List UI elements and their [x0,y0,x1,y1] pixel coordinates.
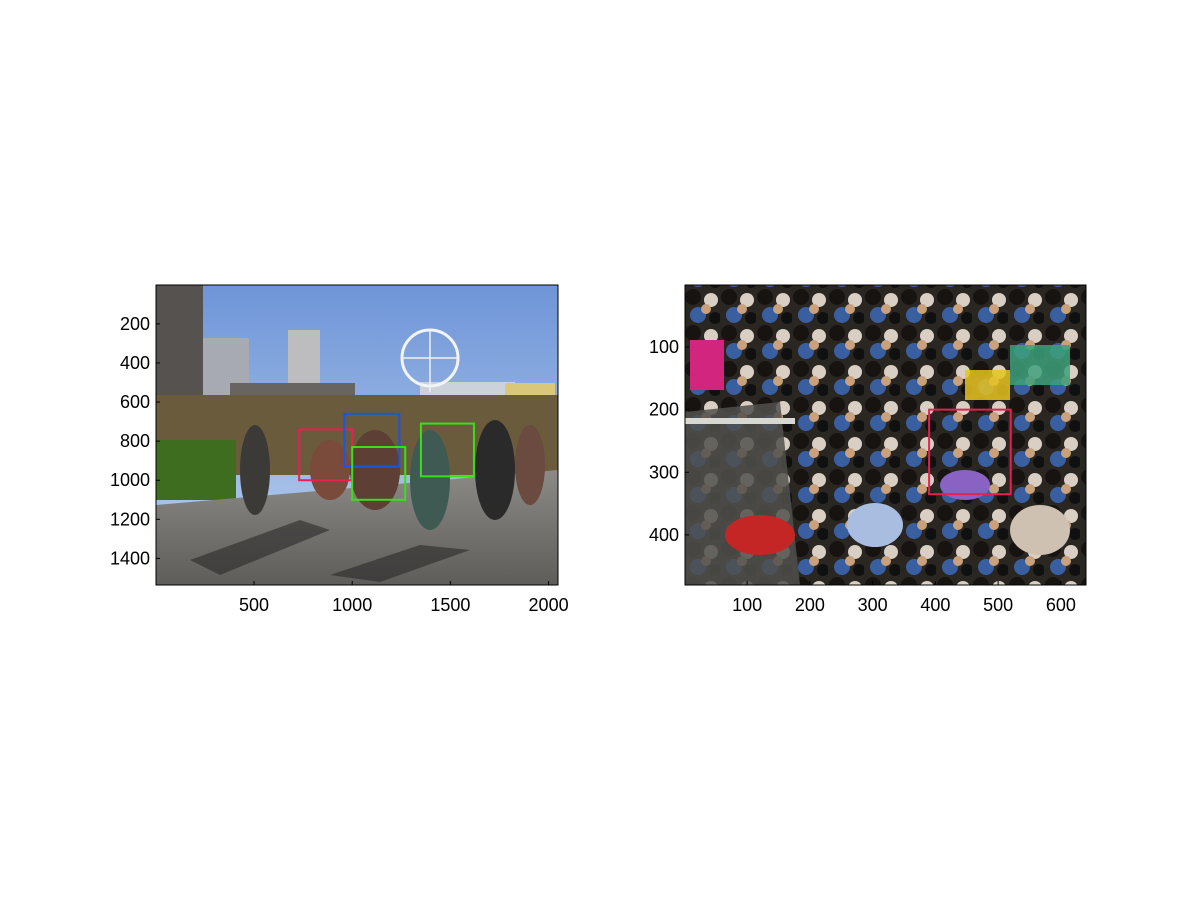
left-y-tick-label: 1400 [110,548,150,568]
right-y-tick-label: 100 [649,337,679,357]
left-photo [156,285,558,585]
right-x-tick-label: 500 [983,595,1013,615]
right-x-axis: 100 200 300 400 500 600 [732,581,1076,615]
left-y-axis: 200 400 600 800 1000 1200 1400 [110,314,160,568]
right-bounding-box-0 [928,408,1012,496]
right-photo [685,285,1086,585]
left-x-tick-label: 1000 [332,595,372,615]
right-x-tick-label: 300 [858,595,888,615]
right-x-tick-label: 600 [1046,595,1076,615]
right-axes-frame [684,284,1087,586]
left-x-tick-label: 2000 [529,595,569,615]
right-y-tick-label: 300 [649,462,679,482]
left-y-tick-label: 600 [120,392,150,412]
right-bounding-boxes [928,408,1012,496]
left-y-tick-label: 1200 [110,509,150,529]
right-y-axis: 100 200 300 400 [649,337,689,545]
right-y-tick-label: 400 [649,525,679,545]
right-x-tick-label: 400 [920,595,950,615]
right-y-tick-label: 200 [649,400,679,420]
left-bounding-box-2 [351,446,407,501]
left-y-tick-label: 200 [120,314,150,334]
left-y-tick-label: 800 [120,431,150,451]
left-bounding-box-3 [419,422,475,478]
right-x-tick-label: 200 [795,595,825,615]
right-x-tick-label: 100 [732,595,762,615]
right-panel: 100 200 300 400 500 600 100 200 300 400 [649,284,1087,615]
left-x-tick-label: 1500 [430,595,470,615]
left-panel: 500 1000 1500 2000 200 400 600 800 1000 1200 1400 [110,284,569,615]
left-x-axis: 500 1000 1500 2000 [239,581,569,615]
left-bounding-boxes [298,412,475,501]
left-y-tick-label: 400 [120,353,150,373]
left-axes-frame [155,284,559,586]
left-y-tick-label: 1000 [110,470,150,490]
left-bounding-box-1 [343,412,401,468]
left-x-tick-label: 500 [239,595,269,615]
